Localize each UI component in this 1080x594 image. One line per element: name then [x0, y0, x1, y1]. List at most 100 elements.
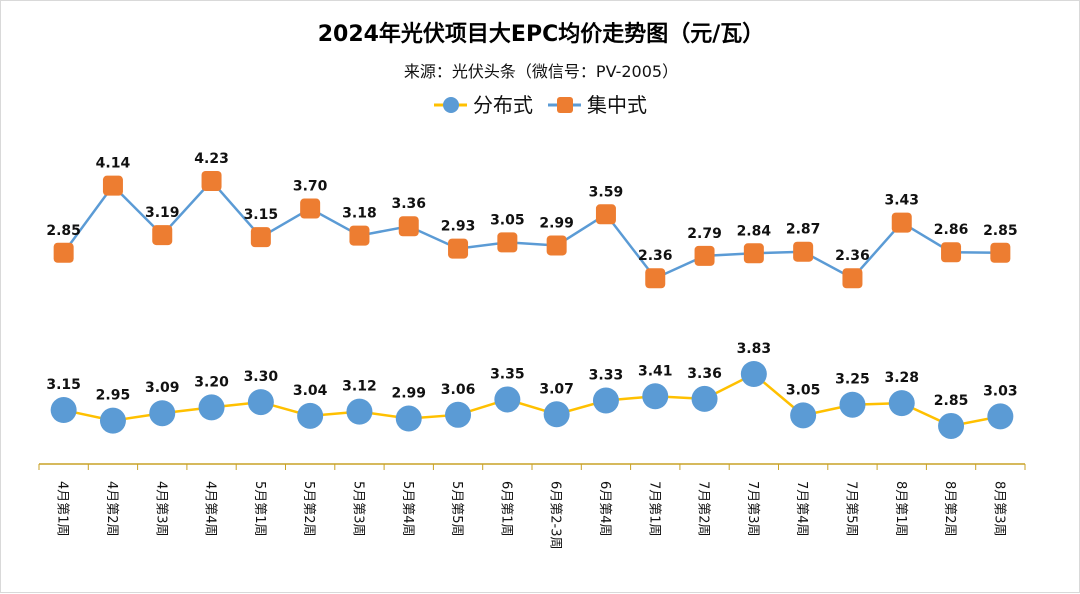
data-point-distributed: [839, 391, 866, 418]
data-point-centralized: [842, 268, 863, 289]
data-label: 3.12: [342, 379, 377, 395]
data-label: 2.85: [983, 223, 1018, 239]
data-label: 3.15: [244, 207, 279, 223]
data-label: 4.14: [96, 156, 131, 172]
data-point-distributed: [149, 400, 176, 427]
data-point-distributed: [395, 405, 422, 432]
data-label: 3.06: [441, 382, 476, 398]
data-label: 3.70: [293, 179, 328, 195]
data-point-centralized: [990, 242, 1011, 263]
data-label: 2.85: [934, 393, 969, 409]
data-label: 3.03: [983, 383, 1018, 399]
data-point-centralized: [743, 243, 764, 264]
data-point-centralized: [941, 242, 962, 263]
data-label: 3.30: [244, 369, 279, 385]
data-point-centralized: [694, 245, 715, 266]
x-tick-label: 7月第4周: [794, 481, 809, 537]
data-label: 3.19: [145, 205, 180, 221]
data-point-centralized: [300, 198, 321, 219]
data-point-distributed: [198, 394, 225, 421]
x-tick-label: 4月第4周: [203, 481, 218, 537]
x-tick-label: 6月第1周: [498, 481, 513, 537]
data-point-centralized: [645, 268, 666, 289]
x-axis: 4月第1周 4月第2周 4月第3周 4月第4周 5月第1周 5月第2周 5月第3周 5月第4周…: [38, 463, 1026, 550]
data-point-centralized: [349, 225, 370, 246]
data-label: 3.41: [638, 363, 673, 379]
x-tick-label: 4月第1周: [55, 481, 70, 537]
data-point-distributed: [888, 390, 915, 417]
data-point-centralized: [53, 242, 74, 263]
data-label: 3.35: [490, 366, 525, 382]
data-label: 2.36: [835, 248, 870, 264]
data-point-distributed: [790, 402, 817, 429]
data-label: 3.18: [342, 206, 377, 222]
x-tick-label: 5月第5周: [449, 481, 464, 537]
data-label: 3.05: [490, 212, 525, 228]
data-label: 2.85: [46, 223, 81, 239]
legend: 分布式 集中式: [434, 93, 647, 117]
x-tick-label: 7月第1周: [646, 481, 661, 537]
data-label: 3.59: [589, 184, 624, 200]
data-point-centralized: [152, 225, 173, 246]
x-tick-label: 7月第2周: [696, 481, 711, 537]
data-label: 2.87: [786, 222, 821, 238]
data-label: 2.99: [391, 386, 426, 402]
data-label: 3.05: [786, 382, 821, 398]
data-label: 3.25: [835, 372, 870, 388]
data-label: 3.15: [46, 377, 81, 393]
data-label: 3.36: [687, 366, 722, 382]
data-label: 2.36: [638, 248, 673, 264]
plot-area: 2.85 4.14 3.19 4.23 3.15 3.70 3.18 3.36 2.93 3.05…: [46, 151, 1018, 439]
data-point-distributed: [543, 401, 570, 428]
data-label: 2.79: [687, 226, 722, 242]
data-point-distributed: [642, 383, 669, 410]
chart-title: 2024年光伏项目大EPC均价走势图（元/瓦）: [318, 21, 765, 47]
legend-marker-centralized: [557, 97, 573, 113]
data-label: 2.95: [96, 388, 131, 404]
x-tick-label: 4月第2周: [104, 481, 119, 537]
x-tick-label: 5月第3周: [350, 481, 365, 537]
data-label: 3.83: [737, 341, 772, 357]
chart-subtitle: 来源：光伏头条（微信号：PV-2005）: [404, 62, 678, 81]
data-point-distributed: [445, 401, 472, 428]
data-point-distributed: [987, 403, 1014, 430]
data-point-distributed: [592, 387, 619, 414]
data-point-distributed: [740, 361, 767, 387]
data-point-distributed: [247, 389, 274, 416]
legend-label-centralized: 集中式: [587, 93, 647, 117]
x-tick-label: 6月第2-3周: [548, 481, 563, 550]
data-point-distributed: [938, 412, 965, 439]
data-label: 3.09: [145, 380, 180, 396]
data-point-distributed: [494, 386, 521, 413]
data-label: 3.36: [391, 196, 426, 212]
data-point-distributed: [346, 398, 373, 425]
data-point-centralized: [891, 212, 912, 233]
data-point-centralized: [250, 227, 271, 248]
legend-label-distributed: 分布式: [473, 93, 533, 117]
data-label: 2.86: [934, 222, 969, 238]
data-label: 3.28: [884, 370, 919, 386]
data-point-centralized: [793, 241, 814, 262]
x-tick-label: 8月第3周: [991, 481, 1006, 537]
data-point-centralized: [201, 171, 222, 191]
x-tick-label: 5月第1周: [252, 481, 267, 537]
data-point-distributed: [297, 402, 324, 429]
data-point-centralized: [102, 175, 123, 196]
data-label: 3.43: [884, 193, 919, 209]
x-tick-label: 7月第5周: [843, 481, 858, 537]
data-point-centralized: [448, 238, 469, 259]
x-tick-label: 6月第4周: [597, 481, 612, 537]
data-point-centralized: [595, 204, 616, 225]
data-point-distributed: [99, 407, 126, 434]
data-label: 4.23: [194, 151, 229, 167]
data-label: 3.07: [539, 381, 574, 397]
x-tick-label: 8月第2周: [942, 481, 957, 537]
data-point-distributed: [50, 397, 77, 424]
data-label: 2.93: [441, 219, 476, 235]
data-label: 2.99: [539, 215, 574, 231]
data-label: 3.20: [194, 374, 229, 390]
legend-marker-distributed: [443, 97, 459, 113]
x-tick-label: 7月第3周: [745, 481, 760, 537]
